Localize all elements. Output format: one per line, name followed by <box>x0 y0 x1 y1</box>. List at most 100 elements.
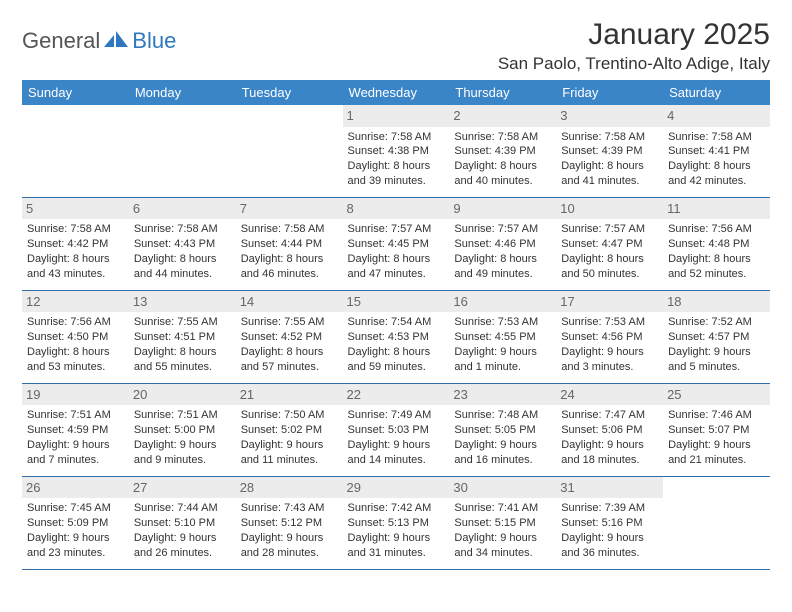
day-details: Sunrise: 7:57 AMSunset: 4:45 PMDaylight:… <box>348 222 445 281</box>
location: San Paolo, Trentino-Alto Adige, Italy <box>498 54 770 74</box>
day-number: 21 <box>236 384 343 406</box>
day-details: Sunrise: 7:49 AMSunset: 5:03 PMDaylight:… <box>348 408 445 467</box>
sunrise-text: Sunrise: 7:55 AM <box>134 315 231 330</box>
calendar-day-cell: 18Sunrise: 7:52 AMSunset: 4:57 PMDayligh… <box>663 290 770 383</box>
day-number: 15 <box>343 291 450 313</box>
day-details: Sunrise: 7:56 AMSunset: 4:48 PMDaylight:… <box>668 222 765 281</box>
day-number: 16 <box>449 291 556 313</box>
day-details: Sunrise: 7:54 AMSunset: 4:53 PMDaylight:… <box>348 315 445 374</box>
sunset-text: Sunset: 4:45 PM <box>348 237 445 252</box>
calendar-day-cell: 25Sunrise: 7:46 AMSunset: 5:07 PMDayligh… <box>663 383 770 476</box>
day-number: 30 <box>449 477 556 499</box>
sunrise-text: Sunrise: 7:57 AM <box>561 222 658 237</box>
logo-text-general: General <box>22 28 100 54</box>
calendar-day-cell: 21Sunrise: 7:50 AMSunset: 5:02 PMDayligh… <box>236 383 343 476</box>
calendar-day-cell: 27Sunrise: 7:44 AMSunset: 5:10 PMDayligh… <box>129 476 236 569</box>
weekday-header: Monday <box>129 80 236 105</box>
day-details: Sunrise: 7:42 AMSunset: 5:13 PMDaylight:… <box>348 501 445 560</box>
daylight-text: Daylight: 9 hours and 7 minutes. <box>27 438 124 468</box>
day-number: 31 <box>556 477 663 499</box>
daylight-text: Daylight: 8 hours and 47 minutes. <box>348 252 445 282</box>
weekday-header: Thursday <box>449 80 556 105</box>
calendar-day-cell: 14Sunrise: 7:55 AMSunset: 4:52 PMDayligh… <box>236 290 343 383</box>
sunset-text: Sunset: 4:42 PM <box>27 237 124 252</box>
calendar-day-cell: 29Sunrise: 7:42 AMSunset: 5:13 PMDayligh… <box>343 476 450 569</box>
calendar-day-cell: 20Sunrise: 7:51 AMSunset: 5:00 PMDayligh… <box>129 383 236 476</box>
calendar-day-cell: 1Sunrise: 7:58 AMSunset: 4:38 PMDaylight… <box>343 105 450 197</box>
daylight-text: Daylight: 8 hours and 42 minutes. <box>668 159 765 189</box>
sunset-text: Sunset: 4:39 PM <box>561 144 658 159</box>
sunset-text: Sunset: 5:12 PM <box>241 516 338 531</box>
title-block: January 2025 San Paolo, Trentino-Alto Ad… <box>498 18 770 74</box>
sunset-text: Sunset: 4:38 PM <box>348 144 445 159</box>
day-details: Sunrise: 7:58 AMSunset: 4:41 PMDaylight:… <box>668 130 765 189</box>
sunset-text: Sunset: 5:03 PM <box>348 423 445 438</box>
daylight-text: Daylight: 9 hours and 3 minutes. <box>561 345 658 375</box>
daylight-text: Daylight: 9 hours and 1 minute. <box>454 345 551 375</box>
sunrise-text: Sunrise: 7:58 AM <box>668 130 765 145</box>
weekday-header: Sunday <box>22 80 129 105</box>
daylight-text: Daylight: 8 hours and 55 minutes. <box>134 345 231 375</box>
calendar-week-row: 1Sunrise: 7:58 AMSunset: 4:38 PMDaylight… <box>22 105 770 197</box>
sunrise-text: Sunrise: 7:58 AM <box>134 222 231 237</box>
daylight-text: Daylight: 8 hours and 59 minutes. <box>348 345 445 375</box>
day-number: 2 <box>449 105 556 127</box>
day-details: Sunrise: 7:53 AMSunset: 4:56 PMDaylight:… <box>561 315 658 374</box>
day-details: Sunrise: 7:50 AMSunset: 5:02 PMDaylight:… <box>241 408 338 467</box>
sunrise-text: Sunrise: 7:58 AM <box>27 222 124 237</box>
daylight-text: Daylight: 9 hours and 14 minutes. <box>348 438 445 468</box>
daylight-text: Daylight: 8 hours and 41 minutes. <box>561 159 658 189</box>
calendar-day-cell <box>236 105 343 197</box>
sunset-text: Sunset: 5:07 PM <box>668 423 765 438</box>
calendar-day-cell <box>129 105 236 197</box>
calendar-day-cell: 13Sunrise: 7:55 AMSunset: 4:51 PMDayligh… <box>129 290 236 383</box>
daylight-text: Daylight: 9 hours and 34 minutes. <box>454 531 551 561</box>
weekday-header: Wednesday <box>343 80 450 105</box>
daylight-text: Daylight: 9 hours and 28 minutes. <box>241 531 338 561</box>
calendar-day-cell: 2 Sunrise: 7:58 AMSunset: 4:39 PMDaylight… <box>449 105 556 197</box>
day-details: Sunrise: 7:47 AMSunset: 5:06 PMDaylight:… <box>561 408 658 467</box>
sunrise-text: Sunrise: 7:41 AM <box>454 501 551 516</box>
sunrise-text: Sunrise: 7:44 AM <box>134 501 231 516</box>
sunset-text: Sunset: 4:44 PM <box>241 237 338 252</box>
sunrise-text: Sunrise: 7:45 AM <box>27 501 124 516</box>
calendar-week-row: 26Sunrise: 7:45 AMSunset: 5:09 PMDayligh… <box>22 476 770 569</box>
sunset-text: Sunset: 5:15 PM <box>454 516 551 531</box>
day-number: 7 <box>236 198 343 220</box>
day-details: Sunrise: 7:58 AMSunset: 4:43 PMDaylight:… <box>134 222 231 281</box>
day-details: Sunrise: 7:55 AMSunset: 4:52 PMDaylight:… <box>241 315 338 374</box>
calendar-week-row: 19Sunrise: 7:51 AMSunset: 4:59 PMDayligh… <box>22 383 770 476</box>
day-details: Sunrise: 7:48 AMSunset: 5:05 PMDaylight:… <box>454 408 551 467</box>
sunrise-text: Sunrise: 7:58 AM <box>454 130 551 145</box>
sunset-text: Sunset: 4:39 PM <box>454 144 551 159</box>
calendar-day-cell: 6Sunrise: 7:58 AMSunset: 4:43 PMDaylight… <box>129 197 236 290</box>
day-number: 3 <box>556 105 663 127</box>
sunset-text: Sunset: 4:41 PM <box>668 144 765 159</box>
sunrise-text: Sunrise: 7:47 AM <box>561 408 658 423</box>
day-number: 29 <box>343 477 450 499</box>
sunset-text: Sunset: 4:47 PM <box>561 237 658 252</box>
weekday-header: Saturday <box>663 80 770 105</box>
day-number: 27 <box>129 477 236 499</box>
logo: General Blue <box>22 28 176 54</box>
day-details: Sunrise: 7:58 AMSunset: 4:39 PMDaylight:… <box>454 130 551 189</box>
day-details: Sunrise: 7:53 AMSunset: 4:55 PMDaylight:… <box>454 315 551 374</box>
calendar-day-cell: 22Sunrise: 7:49 AMSunset: 5:03 PMDayligh… <box>343 383 450 476</box>
sunrise-text: Sunrise: 7:58 AM <box>561 130 658 145</box>
day-number: 18 <box>663 291 770 313</box>
calendar-week-row: 5Sunrise: 7:58 AMSunset: 4:42 PMDaylight… <box>22 197 770 290</box>
calendar-day-cell <box>22 105 129 197</box>
day-details: Sunrise: 7:52 AMSunset: 4:57 PMDaylight:… <box>668 315 765 374</box>
sunrise-text: Sunrise: 7:51 AM <box>27 408 124 423</box>
day-number: 17 <box>556 291 663 313</box>
daylight-text: Daylight: 8 hours and 40 minutes. <box>454 159 551 189</box>
daylight-text: Daylight: 9 hours and 23 minutes. <box>27 531 124 561</box>
day-number: 19 <box>22 384 129 406</box>
sunrise-text: Sunrise: 7:57 AM <box>348 222 445 237</box>
day-number: 8 <box>343 198 450 220</box>
daylight-text: Daylight: 9 hours and 21 minutes. <box>668 438 765 468</box>
day-number: 28 <box>236 477 343 499</box>
day-details: Sunrise: 7:58 AMSunset: 4:42 PMDaylight:… <box>27 222 124 281</box>
sunrise-text: Sunrise: 7:56 AM <box>27 315 124 330</box>
daylight-text: Daylight: 9 hours and 5 minutes. <box>668 345 765 375</box>
